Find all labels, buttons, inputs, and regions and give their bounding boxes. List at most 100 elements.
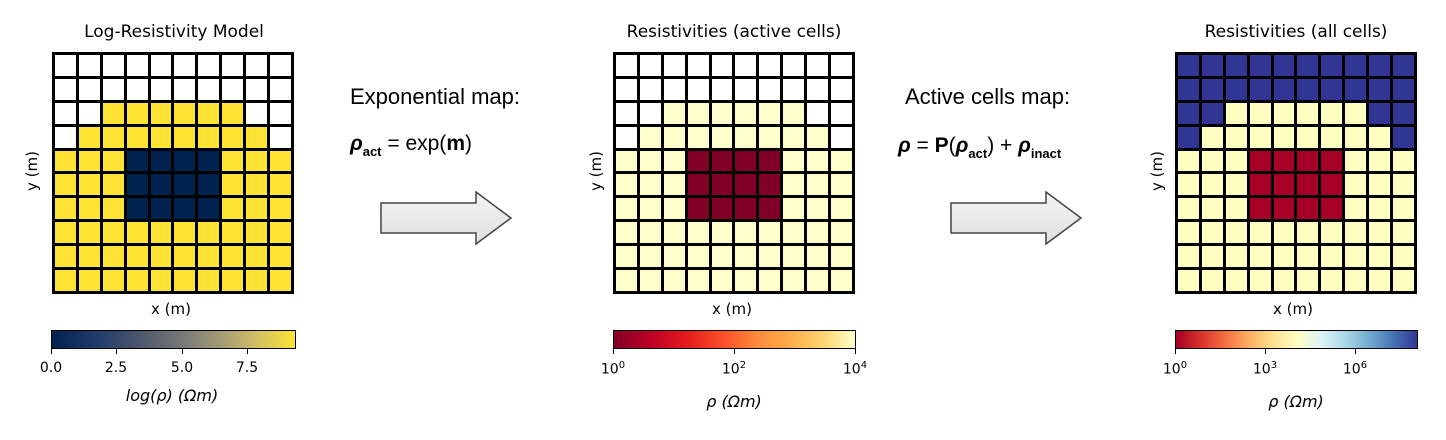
cell-background — [1225, 126, 1247, 148]
cell-block — [126, 150, 148, 172]
y-axis-label-active: y (m) — [586, 151, 605, 191]
cell-background — [1178, 246, 1199, 268]
cell-background — [102, 270, 124, 291]
cell-background — [639, 126, 661, 148]
cell-background — [783, 126, 805, 148]
cell-block — [735, 174, 757, 196]
cell-block — [1321, 174, 1343, 196]
cell-background — [1273, 102, 1295, 124]
cell-background — [126, 126, 148, 148]
arrow-right-icon — [380, 190, 513, 246]
cell-block — [1321, 150, 1343, 172]
act-subscript: act — [968, 146, 988, 161]
cell-inactive — [55, 55, 76, 76]
cell-background — [1178, 270, 1199, 291]
cell-background — [246, 246, 268, 268]
cell-inactive — [831, 78, 852, 100]
cell-block — [1273, 174, 1295, 196]
cell-background — [807, 126, 829, 148]
cell-background — [78, 246, 100, 268]
cell-background — [616, 174, 637, 196]
cell-background — [1225, 150, 1247, 172]
cell-inactive — [1273, 55, 1295, 76]
cell-inactive — [55, 78, 76, 100]
cell-background — [1225, 222, 1247, 244]
cell-inactive — [55, 102, 76, 124]
cell-background — [126, 246, 148, 268]
cell-inactive — [198, 55, 220, 76]
panel-title-all: Resistivities (all cells) — [1204, 22, 1388, 42]
cell-background — [1393, 246, 1414, 268]
cell-background — [222, 174, 244, 196]
cell-background — [78, 174, 100, 196]
cell-block — [735, 150, 757, 172]
cell-background — [246, 150, 268, 172]
cell-background — [174, 246, 196, 268]
cell-background — [735, 270, 757, 291]
exponential-map-label: Exponential map: — [350, 84, 520, 109]
cell-inactive — [687, 78, 709, 100]
cell-background — [270, 150, 291, 172]
cell-background — [687, 222, 709, 244]
cell-background — [150, 270, 172, 291]
colorbar-label-all: ρ (Ωm) — [1268, 392, 1324, 411]
cell-background — [102, 150, 124, 172]
cell-inactive — [246, 78, 268, 100]
cell-block — [126, 198, 148, 220]
colorbar-tick-all — [1265, 349, 1266, 354]
cell-block — [687, 198, 709, 220]
y-axis-label-model: y (m) — [22, 151, 41, 191]
cell-block — [150, 174, 172, 196]
cell-background — [663, 126, 685, 148]
cell-background — [807, 246, 829, 268]
cell-inactive — [150, 55, 172, 76]
cell-background — [78, 126, 100, 148]
cell-inactive — [1321, 55, 1343, 76]
cell-background — [1321, 126, 1343, 148]
cell-inactive — [1369, 78, 1391, 100]
cell-block — [1249, 198, 1271, 220]
formula-text: ) + — [987, 134, 1019, 157]
cell-background — [711, 126, 733, 148]
cell-inactive — [198, 78, 220, 100]
cell-background — [663, 246, 685, 268]
colorbar-tick-label-model: 7.5 — [235, 360, 259, 376]
cell-background — [126, 222, 148, 244]
colorbar-all — [1175, 330, 1418, 349]
cell-background — [616, 198, 637, 220]
cell-inactive — [711, 78, 733, 100]
cell-background — [663, 174, 685, 196]
cell-background — [639, 222, 661, 244]
active-cells-map-label: Active cells map: — [905, 84, 1071, 109]
cell-background — [1201, 246, 1223, 268]
cell-inactive — [687, 55, 709, 76]
cell-background — [783, 174, 805, 196]
cell-background — [78, 198, 100, 220]
cell-inactive — [1249, 55, 1271, 76]
cell-background — [150, 246, 172, 268]
cell-inactive — [222, 78, 244, 100]
cell-inactive — [831, 126, 852, 148]
cell-background — [174, 270, 196, 291]
cell-background — [687, 126, 709, 148]
act-subscript: act — [362, 144, 382, 159]
colorbar-tick-active — [734, 349, 735, 354]
cell-background — [1369, 174, 1391, 196]
colorbar-tick-label-model: 5.0 — [170, 360, 194, 376]
cell-background — [783, 270, 805, 291]
cell-background — [1393, 270, 1414, 291]
cell-background — [1345, 102, 1367, 124]
cell-inactive — [246, 102, 268, 124]
cell-inactive — [711, 55, 733, 76]
cell-inactive — [831, 102, 852, 124]
cell-block — [759, 150, 781, 172]
cell-background — [246, 174, 268, 196]
cell-inactive — [270, 126, 291, 148]
cell-background — [222, 246, 244, 268]
colorbar-tick-all — [1175, 349, 1176, 354]
cell-background — [55, 198, 76, 220]
cell-background — [1345, 222, 1367, 244]
cell-inactive — [616, 78, 637, 100]
model-grid — [52, 52, 294, 294]
cell-inactive — [783, 55, 805, 76]
